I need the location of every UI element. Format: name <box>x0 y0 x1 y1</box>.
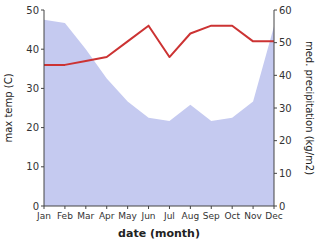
page: {"chart_data": {"type": "line", "x_label… <box>0 0 318 247</box>
y-tick <box>41 88 44 89</box>
x-tick <box>190 206 191 209</box>
x-tick <box>106 206 107 209</box>
chart-svg: JanFebMarAprMayJunJulAugSepOctNovDec0102… <box>0 0 318 247</box>
y2-tick-label: 50 <box>279 37 292 48</box>
y2-tick <box>274 42 277 43</box>
temperature-line <box>44 26 274 65</box>
y-tick-label: 10 <box>26 161 39 172</box>
y-tick <box>41 206 44 207</box>
x-tick <box>232 206 233 209</box>
y-tick <box>41 10 44 11</box>
x-tick <box>127 206 128 209</box>
x-tick-label: Oct <box>224 211 240 221</box>
x-axis-line <box>44 206 274 207</box>
y-tick <box>41 127 44 128</box>
y-tick <box>41 166 44 167</box>
x-tick-label: Jun <box>141 211 156 221</box>
precipitation-area <box>44 20 274 206</box>
x-tick <box>85 206 86 209</box>
x-tick-label: May <box>118 211 137 221</box>
y2-tick <box>274 140 277 141</box>
y2-tick-label: 30 <box>279 103 292 114</box>
x-tick-label: Aug <box>182 211 200 221</box>
x-tick <box>169 206 170 209</box>
y-tick-label: 20 <box>26 122 39 133</box>
x-tick-label: Feb <box>57 211 73 221</box>
y2-tick <box>274 108 277 109</box>
y2-tick <box>274 206 277 207</box>
x-tick-label: Nov <box>244 211 262 221</box>
y2-tick-label: 10 <box>279 168 292 179</box>
x-tick-label: Apr <box>99 211 115 221</box>
chart-container: JanFebMarAprMayJunJulAugSepOctNovDec0102… <box>0 0 318 247</box>
y-tick <box>41 49 44 50</box>
y2-tick <box>274 173 277 174</box>
y-tick-label: 30 <box>26 83 39 94</box>
y2-tick <box>274 75 277 76</box>
x-tick <box>148 206 149 209</box>
y-axis-line <box>44 10 45 206</box>
x-tick <box>64 206 65 209</box>
x-tick <box>253 206 254 209</box>
x-tick-label: Mar <box>77 211 94 221</box>
y-tick-label: 50 <box>26 5 39 16</box>
y2-axis-title: med. precipitation (kg/m2) <box>304 41 315 175</box>
y-tick-label: 0 <box>33 201 39 212</box>
y-tick-label: 40 <box>26 44 39 55</box>
x-tick <box>211 206 212 209</box>
y2-tick-label: 0 <box>279 201 285 212</box>
x-axis-title: date (month) <box>118 227 200 240</box>
x-tick-label: Jul <box>163 211 175 221</box>
y2-tick <box>274 10 277 11</box>
plot-area <box>44 20 274 206</box>
y2-tick-label: 20 <box>279 135 292 146</box>
y2-tick-label: 40 <box>279 70 292 81</box>
x-tick-label: Sep <box>203 211 220 221</box>
y-axis-title: max temp (C) <box>3 73 14 142</box>
y2-tick-label: 60 <box>279 5 292 16</box>
x-tick-label: Jan <box>36 211 51 221</box>
x-tick-label: Dec <box>265 211 282 221</box>
